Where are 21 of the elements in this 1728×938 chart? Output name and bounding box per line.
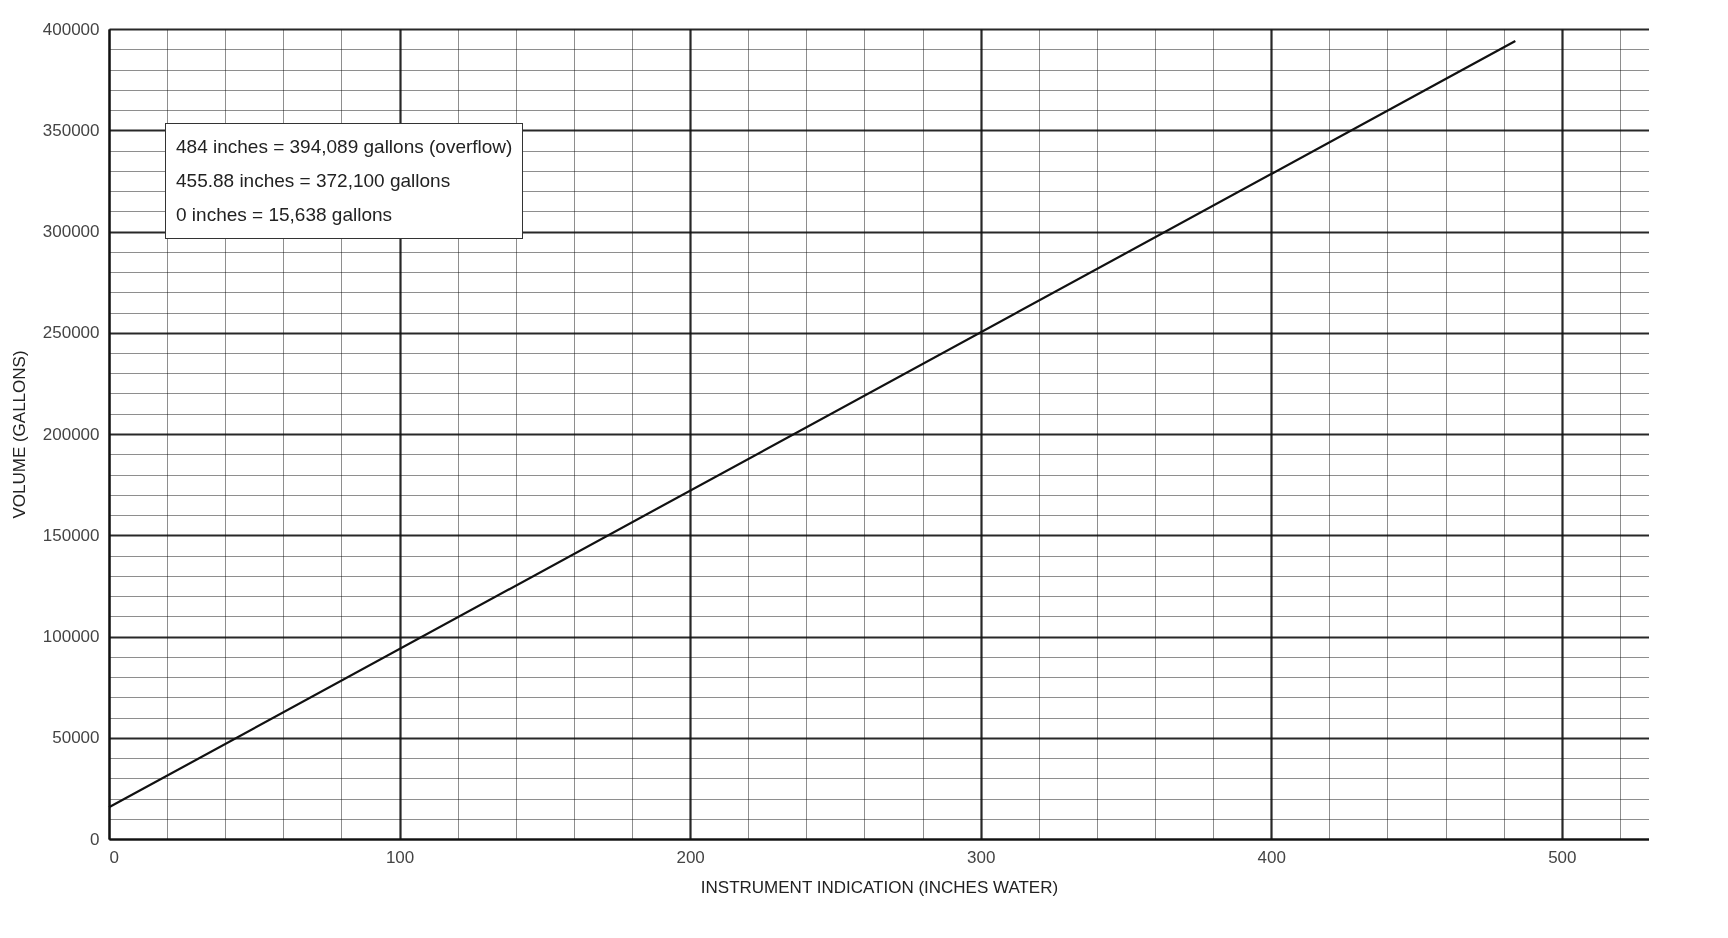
y-tick-label: 350000 [42, 120, 100, 140]
y-tick-label: 100000 [42, 627, 100, 646]
y-axis-title: VOLUME (GALLONS) [9, 350, 29, 519]
y-tick-label: 250000 [42, 323, 100, 343]
x-tick-label: 300 [967, 847, 996, 867]
x-tick-label: 0 [109, 847, 119, 867]
y-tick-label: 0 [90, 829, 100, 849]
x-axis-title: INSTRUMENT INDICATION (INCHES WATER) [700, 877, 1059, 897]
annotation: 455.88 inches = 372,100 gallons [176, 169, 452, 193]
y-tick-label: 50000 [52, 728, 100, 748]
y-tick-label: 200000 [42, 424, 100, 444]
y-tick-label: 400000 [42, 19, 100, 39]
annotation: 484 inches = 394,089 gallons (overflow) [176, 135, 513, 159]
x-tick-label: 100 [385, 847, 415, 867]
x-tick-label: 400 [1257, 847, 1286, 867]
y-tick-label: 150000 [42, 525, 100, 545]
y-tick-label: 300000 [42, 222, 100, 241]
note-box: 484 inches = 394,089 gallons (overflow) 455.88 inches = 372,100 gallons 0 inches = 15,638 gallons [165, 123, 524, 239]
x-tick-label: 200 [676, 847, 705, 867]
x-tick-label: 500 [1548, 847, 1577, 867]
annotation: 0 inches = 15,638 gallons [176, 203, 394, 227]
